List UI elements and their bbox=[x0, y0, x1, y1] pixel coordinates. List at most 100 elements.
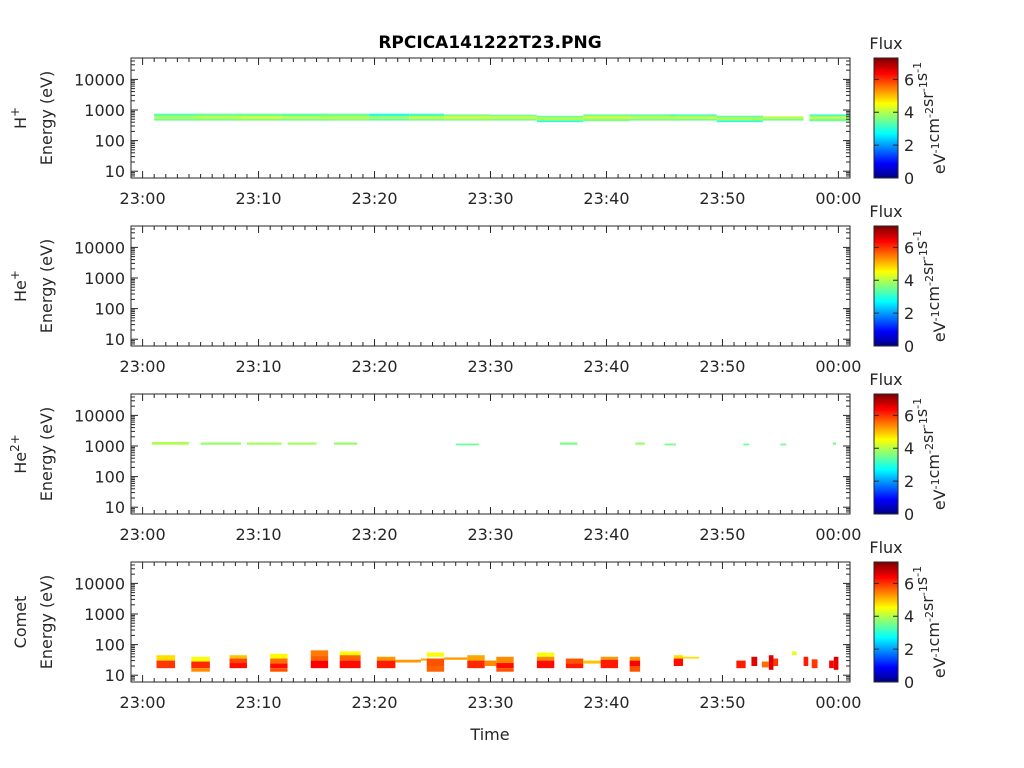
colorbar-segment bbox=[874, 494, 898, 497]
colorbar-segment bbox=[874, 496, 898, 499]
unit-exponent: -1 bbox=[929, 478, 942, 489]
data-cell bbox=[792, 651, 797, 656]
data-cell bbox=[426, 665, 445, 672]
data-cell bbox=[490, 118, 537, 121]
colorbar-segment bbox=[874, 272, 898, 275]
data-cell bbox=[376, 656, 396, 661]
colorbar-tick-label: 4 bbox=[904, 439, 914, 458]
colorbar-segment bbox=[874, 158, 898, 161]
colorbar-segment bbox=[874, 418, 898, 421]
colorbar-segment bbox=[874, 568, 898, 571]
colorbar-segment bbox=[874, 416, 898, 419]
colorbar-segment bbox=[874, 320, 898, 323]
colorbar-segment bbox=[874, 578, 898, 581]
colorbar-segment bbox=[874, 162, 898, 165]
data-cell bbox=[490, 114, 537, 117]
y-axis-energy-label: Energy (eV) bbox=[37, 575, 56, 669]
data-cell bbox=[156, 660, 176, 669]
colorbar-tick-label: 6 bbox=[904, 238, 914, 257]
colorbar-segment bbox=[874, 508, 898, 511]
x-tick-label: 23:10 bbox=[236, 189, 282, 208]
colorbar-segment bbox=[874, 256, 898, 259]
data-cell bbox=[235, 118, 282, 121]
colorbar-segment bbox=[874, 564, 898, 567]
x-tick-label: 23:20 bbox=[351, 693, 397, 712]
colorbar-segment bbox=[874, 120, 898, 123]
colorbar-segment bbox=[874, 112, 898, 115]
colorbar-segment bbox=[874, 68, 898, 71]
colorbar-title: Flux bbox=[869, 538, 902, 557]
colorbar-segment bbox=[874, 658, 898, 661]
colorbar-segment bbox=[874, 648, 898, 651]
data-cell bbox=[773, 658, 779, 666]
x-tick-label: 23:40 bbox=[583, 357, 629, 376]
data-cell bbox=[194, 113, 242, 117]
data-cell bbox=[409, 113, 445, 117]
data-cell bbox=[763, 116, 804, 119]
colorbar-segment bbox=[874, 336, 898, 339]
unit-base: sr bbox=[918, 596, 937, 611]
colorbar-tick-label: 6 bbox=[904, 574, 914, 593]
colorbar-segment bbox=[874, 398, 898, 401]
colorbar-segment bbox=[874, 462, 898, 465]
data-cell bbox=[426, 658, 445, 666]
colorbar-segment bbox=[874, 674, 898, 677]
y-tick-label: 10 bbox=[105, 330, 125, 349]
x-tick-label: 23:40 bbox=[583, 189, 629, 208]
data-cell bbox=[235, 113, 282, 117]
colorbar-segment bbox=[874, 598, 898, 601]
colorbar-segment bbox=[874, 456, 898, 459]
data-cell bbox=[583, 114, 630, 117]
colorbar-segment bbox=[874, 94, 898, 97]
panel-1: 10 100 1000 10000 23:00 23:10 23:20 23:30 23:40 2… bbox=[8, 34, 949, 208]
data-cell bbox=[664, 443, 677, 446]
data-cell bbox=[154, 116, 201, 119]
colorbar-segment bbox=[874, 92, 898, 95]
unit-base: s bbox=[912, 73, 931, 81]
colorbar-segment bbox=[874, 150, 898, 153]
colorbar-segment bbox=[874, 622, 898, 625]
colorbar-segment bbox=[874, 66, 898, 69]
colorbar-segment bbox=[874, 486, 898, 489]
colorbar-segment bbox=[874, 444, 898, 447]
colorbar-segment bbox=[874, 402, 898, 405]
colorbar-segment bbox=[874, 654, 898, 657]
y-axis-energy-label: Energy (eV) bbox=[37, 239, 56, 333]
colorbar-segment bbox=[874, 154, 898, 157]
colorbar-segment bbox=[874, 506, 898, 509]
unit-base: sr bbox=[918, 260, 937, 275]
colorbar-segment bbox=[874, 176, 898, 179]
colorbar-tick-label: 6 bbox=[904, 406, 914, 425]
colorbar-segment bbox=[874, 318, 898, 321]
colorbar-segment bbox=[874, 606, 898, 609]
colorbar-segment bbox=[874, 678, 898, 681]
colorbar-segment bbox=[874, 326, 898, 329]
data-cell bbox=[154, 118, 201, 121]
colorbar-segment bbox=[874, 576, 898, 579]
data-cell bbox=[467, 655, 485, 661]
y-tick-label: 100 bbox=[94, 636, 125, 655]
data-cell bbox=[368, 116, 410, 119]
colorbar-segment bbox=[874, 604, 898, 607]
colorbar-segment bbox=[874, 330, 898, 333]
colorbar-segment bbox=[874, 498, 898, 501]
colorbar-segment bbox=[874, 334, 898, 337]
colorbar-segment bbox=[874, 138, 898, 141]
colorbar-segment bbox=[874, 628, 898, 631]
data-cell bbox=[600, 656, 619, 660]
y-tick-label: 1000 bbox=[84, 605, 125, 624]
data-cell bbox=[635, 442, 645, 445]
y-tick-label: 10 bbox=[105, 498, 125, 517]
colorbar-segment bbox=[874, 268, 898, 271]
colorbar-segment bbox=[874, 274, 898, 277]
plot-frame bbox=[130, 225, 851, 347]
y-axis-energy-label: Energy (eV) bbox=[37, 71, 56, 165]
unit-exponent: -1 bbox=[911, 566, 924, 577]
x-tick-label: 23:00 bbox=[120, 693, 166, 712]
colorbar-segment bbox=[874, 264, 898, 267]
data-cell bbox=[444, 657, 468, 660]
colorbar-segment bbox=[874, 108, 898, 111]
y-tick-label: 10 bbox=[105, 162, 125, 181]
